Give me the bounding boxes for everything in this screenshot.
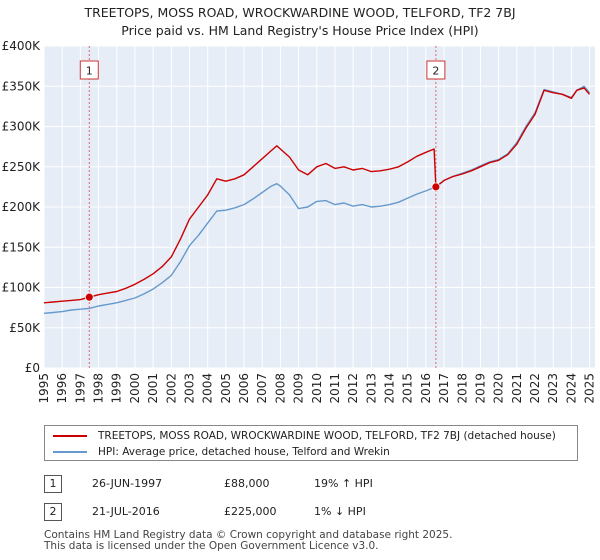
y-tick-label: £100K	[2, 281, 42, 295]
sale-price: £88,000	[224, 477, 270, 490]
sale-points	[84, 182, 441, 302]
sale-point	[431, 182, 441, 192]
sale-price: £225,000	[224, 505, 277, 518]
y-tick-label: £150K	[2, 240, 42, 254]
series-lines	[43, 85, 591, 314]
sale-marker-label: 1	[86, 65, 93, 78]
chart-title-line2: Price paid vs. HM Land Registry's House …	[121, 23, 479, 38]
y-tick-label: £50K	[9, 321, 41, 335]
sale-date: 26-JUN-1997	[92, 477, 163, 490]
x-tick-label: 2008	[273, 373, 287, 404]
x-tick-label: 2004	[201, 373, 215, 404]
y-gridlines	[44, 45, 595, 369]
x-tick-label: 2010	[310, 373, 324, 404]
sale-number-badge: 1	[44, 475, 62, 493]
x-tick-label: 2022	[528, 373, 542, 404]
footer-licence: This data is licensed under the Open Gov…	[44, 540, 379, 552]
x-tick-label: 2015	[401, 373, 415, 404]
legend-swatch-property	[53, 435, 87, 437]
y-axis-ticks: £0 £50K £100K £150K £200K £250K £300K £350K £400…	[2, 39, 42, 375]
x-tick-label: 2007	[255, 373, 269, 404]
footer: Contains HM Land Registry data © Crown c…	[44, 530, 452, 552]
chart-title-line1: TREETOPS, MOSS ROAD, WROCKWARDINE WOOD, …	[84, 5, 516, 20]
x-tick-label: 1995	[37, 373, 51, 404]
x-tick-label: 2009	[292, 373, 306, 404]
y-tick-label: £350K	[2, 79, 42, 93]
x-tick-label: 1996	[55, 373, 69, 404]
y-tick-label: £200K	[2, 200, 42, 214]
sale-number-badge: 2	[44, 503, 62, 521]
x-axis-ticks: 1995 1996 1997 1998 1999 2000 2001 2002 2003 2004…	[37, 373, 597, 404]
property-price-line	[43, 87, 591, 304]
x-tick-label: 2014	[383, 373, 397, 404]
x-tick-label: 2019	[473, 373, 487, 404]
sale-marker-box	[79, 60, 99, 80]
x-tick-label: 1997	[73, 373, 87, 404]
x-tick-label: 2023	[546, 373, 560, 404]
x-tick-label: 2001	[146, 373, 160, 404]
y-tick-label: £300K	[2, 120, 42, 134]
x-tick-label: 2025	[583, 373, 597, 404]
x-tick-label: 2016	[419, 373, 433, 404]
x-tick-label: 2012	[346, 373, 360, 404]
sale-point	[84, 292, 94, 302]
x-tick-label: 2005	[219, 373, 233, 404]
legend-label-hpi: HPI: Average price, detached house, Telf…	[98, 446, 390, 458]
y-tick-label: £250K	[2, 160, 42, 174]
x-tick-label: 1999	[110, 373, 124, 404]
x-tick-label: 2021	[510, 373, 524, 404]
sale-marker-label: 2	[432, 65, 439, 78]
x-tick-label: 2024	[564, 373, 578, 404]
x-tick-label: 2000	[128, 373, 142, 404]
x-tick-label: 1998	[92, 373, 106, 404]
sale-date: 21-JUL-2016	[92, 505, 160, 518]
y-tick-label: £0	[25, 361, 40, 375]
sale-hpi-relation: 19% ↑ HPI	[314, 477, 373, 490]
x-tick-label: 2013	[364, 373, 378, 404]
x-tick-label: 2017	[437, 373, 451, 404]
sale-marker-box	[426, 60, 446, 80]
legend-label-property: TREETOPS, MOSS ROAD, WROCKWARDINE WOOD, …	[98, 430, 556, 442]
footer-copyright: Contains HM Land Registry data © Crown c…	[44, 529, 453, 541]
sale-hpi-relation: 1% ↓ HPI	[314, 505, 366, 518]
legend: TREETOPS, MOSS ROAD, WROCKWARDINE WOOD, …	[44, 425, 578, 461]
x-tick-label: 2003	[182, 373, 196, 404]
x-tick-label: 2020	[492, 373, 506, 404]
legend-swatch-hpi	[53, 451, 87, 453]
x-tick-label: 2006	[237, 373, 251, 404]
y-tick-label: £400K	[2, 39, 42, 53]
x-tick-label: 2011	[328, 373, 342, 404]
chart-title: TREETOPS, MOSS ROAD, WROCKWARDINE WOOD, …	[0, 4, 600, 40]
x-tick-label: 2002	[164, 373, 178, 404]
x-tick-label: 2018	[455, 373, 469, 404]
